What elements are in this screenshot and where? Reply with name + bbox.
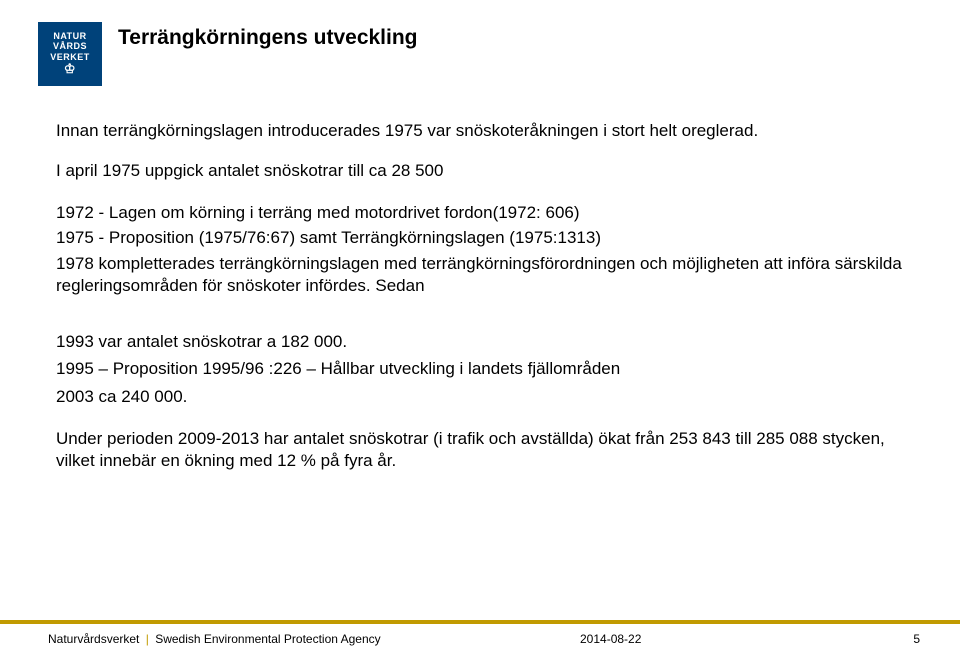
footer-date: 2014-08-22 (580, 632, 641, 646)
timeline-1978: 1978 kompletterades terrängkörningslagen… (56, 253, 904, 297)
logo-line-1: NATUR (53, 31, 86, 41)
logo-line-2: VÅRDS (53, 41, 87, 51)
footer-org-sv: Naturvårdsverket (48, 632, 139, 646)
naturvardsverket-logo: NATUR VÅRDS VERKET ♔ (38, 22, 102, 86)
slide-title: Terrängkörningens utveckling (118, 26, 418, 50)
timeline-1972: 1972 - Lagen om körning i terräng med mo… (56, 202, 904, 224)
footer-page-number: 5 (913, 632, 920, 646)
footer-org: Naturvårdsverket | Swedish Environmental… (48, 632, 381, 646)
paragraph-under-perioden: Under perioden 2009-2013 har antalet snö… (56, 428, 904, 472)
slide: NATUR VÅRDS VERKET ♔ Terrängkörningens u… (0, 0, 960, 660)
logo-crest-icon: ♔ (64, 62, 76, 77)
paragraph-intro: Innan terrängkörningslagen introducerade… (56, 120, 904, 142)
paragraph-april-1975: I april 1975 uppgick antalet snöskotrar … (56, 160, 904, 182)
footer-separator-icon: | (143, 632, 152, 646)
footer-divider (0, 620, 960, 624)
timeline-1995: 1995 – Proposition 1995/96 :226 – Hållba… (56, 358, 904, 380)
footer-org-en: Swedish Environmental Protection Agency (155, 632, 380, 646)
slide-body: Innan terrängkörningslagen introducerade… (56, 120, 904, 471)
timeline-1993: 1993 var antalet snöskotrar a 182 000. (56, 331, 904, 353)
timeline-1975: 1975 - Proposition (1975/76:67) samt Ter… (56, 227, 904, 249)
timeline-2003: 2003 ca 240 000. (56, 386, 904, 408)
